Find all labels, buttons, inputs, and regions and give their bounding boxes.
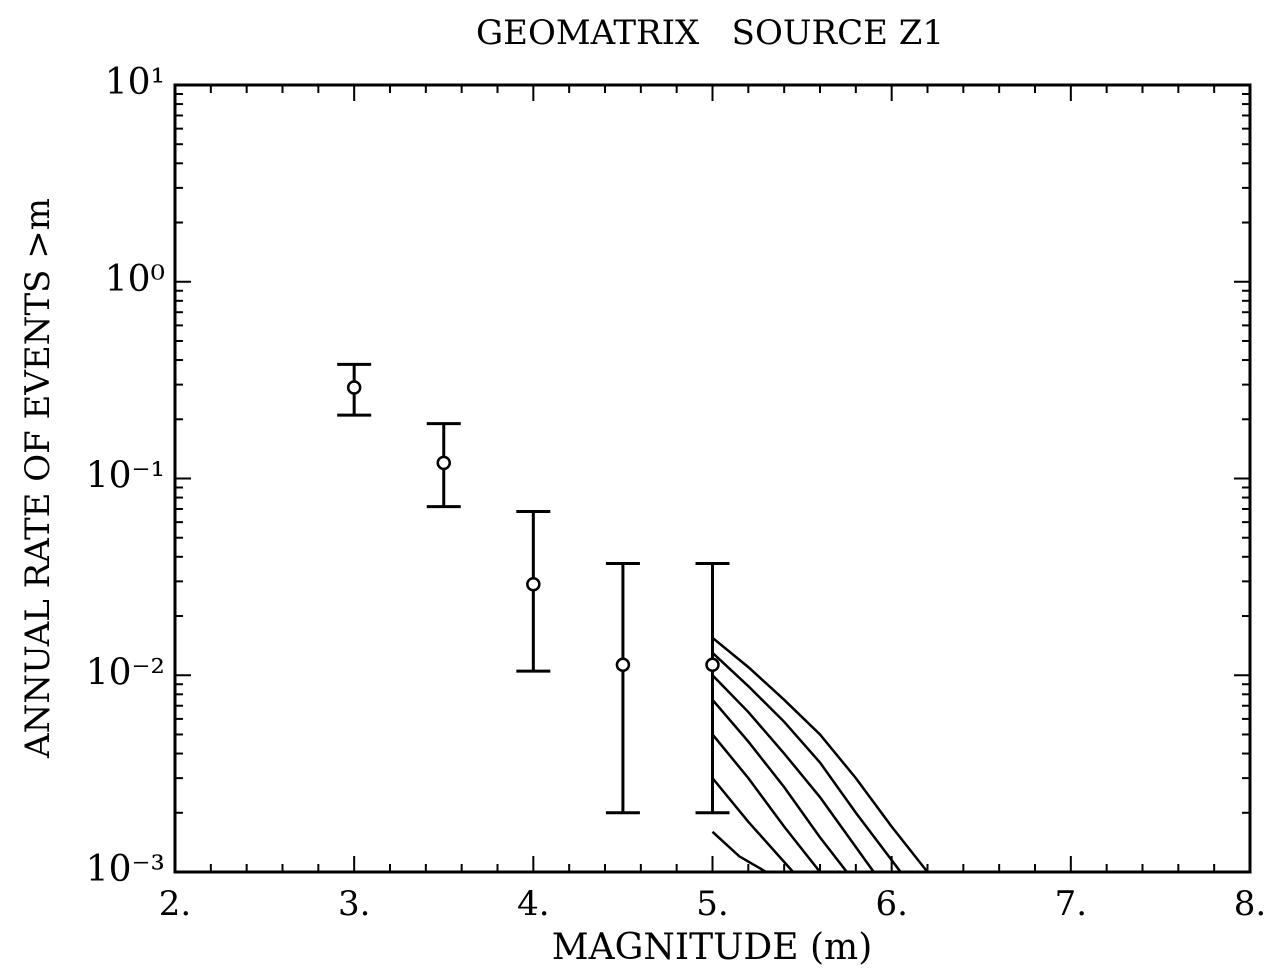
x-tick-label: 6. xyxy=(875,884,907,924)
y-tick-label: 10⁻¹ xyxy=(86,456,165,497)
x-tick-label: 7. xyxy=(1055,884,1087,924)
data-point xyxy=(346,380,362,395)
x-tick-label: 3. xyxy=(338,884,370,924)
recurrence-curve xyxy=(711,636,929,873)
recurrence-curve xyxy=(711,651,902,873)
x-tick-label: 5. xyxy=(696,884,728,924)
y-tick-label: 10⁻² xyxy=(86,652,165,693)
x-axis-label: MAGNITUDE (m) xyxy=(552,927,873,968)
y-tick-label: 10⁻³ xyxy=(86,849,165,890)
data-point xyxy=(436,455,451,471)
data-point xyxy=(705,657,720,673)
recurrence-curve xyxy=(711,777,795,873)
recurrence-curve xyxy=(711,830,767,874)
recurrence-curve xyxy=(711,733,821,873)
y-tick-label: 10¹ xyxy=(105,62,165,103)
recurrence-curve xyxy=(711,674,875,873)
data-point xyxy=(615,657,631,673)
x-tick-label: 2. xyxy=(159,884,191,924)
y-axis-label: ANNUAL RATE OF EVENTS >m xyxy=(18,198,58,759)
x-tick-label: 8. xyxy=(1234,884,1266,924)
recurrence-curve xyxy=(711,699,848,873)
chart-title: GEOMATRIX SOURCE Z1 xyxy=(476,13,944,53)
data-point xyxy=(526,577,541,592)
x-tick-label: 4. xyxy=(517,884,549,924)
y-tick-label: 10⁰ xyxy=(105,259,165,300)
